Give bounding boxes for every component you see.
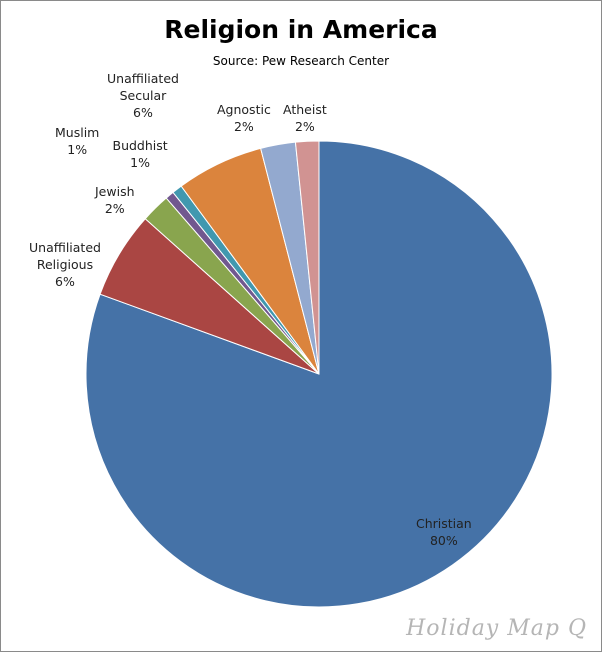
slice-label-atheist: Atheist 2% (283, 101, 327, 135)
chart-subtitle: Source: Pew Research Center (212, 54, 390, 68)
slice-percent: 1% (67, 142, 88, 157)
slice-name: Unaffiliated (29, 239, 101, 255)
slice-percent: 2% (294, 119, 315, 134)
slice-label-buddhist: Buddhist 1% (113, 137, 168, 171)
watermark: Holiday Map Q (406, 616, 587, 641)
slice-percent: 2% (104, 201, 125, 216)
slice-percent: 2% (233, 119, 254, 134)
slice-name: Secular (119, 87, 167, 103)
slice-percent: 6% (133, 104, 153, 120)
slice-percent: 1% (130, 155, 151, 170)
slice-label-unaffiliated-religious: Unaffiliated Religious 6% (29, 239, 101, 290)
slice-name: Unaffiliated (107, 70, 179, 86)
slice-name: Religious (36, 256, 94, 272)
slice-label-muslim: Muslim 1% (55, 124, 99, 158)
slice-name: Atheist (283, 102, 327, 117)
slice-name: Agnostic (217, 102, 271, 117)
chart-title: Religion in America (164, 15, 438, 44)
slice-label-jewish: Jewish 2% (95, 183, 135, 217)
slice-percent: 6% (55, 273, 75, 289)
pie-slice-atheist (294, 140, 320, 375)
slice-percent: 80% (429, 533, 458, 548)
slice-name: Jewish (95, 184, 135, 199)
slice-label-christian: Christian 80% (416, 515, 472, 549)
slice-name: Muslim (55, 125, 100, 140)
slice-label-unaffiliated-secular: Unaffiliated Secular 6% (107, 70, 179, 121)
slice-name: Christian (416, 516, 472, 531)
slice-name: Buddhist (112, 138, 168, 153)
slice-label-agnostic: Agnostic 2% (217, 101, 271, 135)
